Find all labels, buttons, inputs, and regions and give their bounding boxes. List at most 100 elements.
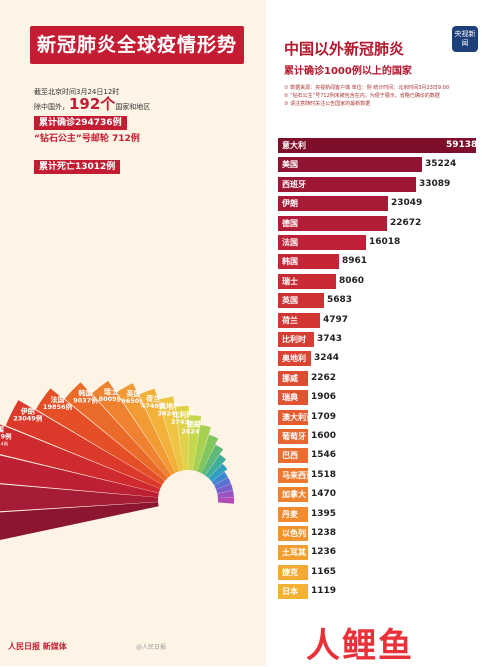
radial-wedge bbox=[188, 415, 202, 471]
bar-row: 土耳其 1236 bbox=[278, 545, 476, 561]
bar-value-label: 2262 bbox=[311, 372, 337, 383]
bar bbox=[278, 254, 339, 270]
wedge-name-label: 伊朗 bbox=[20, 407, 35, 416]
bar-value-label: 1165 bbox=[311, 566, 337, 577]
bar-value-label: 3244 bbox=[314, 353, 340, 364]
bar-row: 挪威 2262 bbox=[278, 370, 476, 386]
note-3: ③ 请注意随时关注公告国家的最新数据 bbox=[284, 101, 371, 107]
radial-wedge bbox=[0, 455, 159, 498]
people-daily-logo: 人民日报 新媒体 bbox=[8, 642, 67, 651]
countries-suffix: 国家和地区 bbox=[115, 103, 151, 111]
left-title-banner: 新冠肺炎全球疫情形势 bbox=[30, 26, 244, 64]
bar-value-label: 33089 bbox=[419, 178, 451, 189]
bar-value-label: 1236 bbox=[311, 547, 337, 558]
countries-num: 192个 bbox=[69, 95, 116, 113]
bar-row: 法国 16018 bbox=[278, 235, 476, 250]
bar-value-label: 22672 bbox=[390, 217, 422, 228]
watermark: 人鲤鱼 bbox=[306, 626, 414, 666]
bar-category-label: 法国 bbox=[282, 238, 298, 247]
left-title: 新冠肺炎全球疫情形势 bbox=[36, 34, 237, 56]
radial-hub bbox=[160, 472, 216, 528]
bar bbox=[278, 312, 320, 328]
radial-wedge bbox=[208, 463, 228, 482]
bar bbox=[278, 293, 324, 309]
bar-row: 捷克 1165 bbox=[278, 564, 476, 580]
bar-row: 奥地利 3244 bbox=[278, 351, 476, 367]
bar-value-label: 8961 bbox=[342, 256, 368, 267]
bar-category-label: 德国 bbox=[282, 218, 298, 228]
bar-row: 瑞士 8060 bbox=[278, 273, 476, 289]
bar-value-label: 1395 bbox=[311, 508, 337, 519]
global-situation-panel: 新冠肺炎全球疫情形势 截至北京时间3月24日12时 除中国外，192个国家和地区… bbox=[0, 0, 266, 666]
note-1: ① 数据来源：央视新闻客户端 单位：例 统计时间：北京时间3月23日9:00 bbox=[284, 85, 450, 91]
wedge-name-label: 挪威 bbox=[187, 420, 201, 429]
bar bbox=[278, 448, 308, 464]
wedge-cases-label: 9037例 bbox=[73, 396, 98, 405]
bar-value-label: 1906 bbox=[311, 392, 337, 403]
bar-row: 英国 5683 bbox=[278, 293, 476, 309]
bar-category-label: 挪威 bbox=[282, 373, 298, 383]
wedge-name-label: 奥地利 bbox=[159, 401, 180, 410]
bar bbox=[278, 487, 308, 503]
countries-prefix: 除中国外， bbox=[34, 103, 69, 111]
wedge-cases-label: 4749例 bbox=[141, 401, 166, 410]
wedge-cases-label: 2624例 bbox=[181, 427, 206, 436]
bar bbox=[278, 506, 308, 522]
bar bbox=[278, 564, 308, 580]
bar bbox=[278, 545, 308, 561]
bar-row: 澳大利亚 1709 bbox=[278, 409, 476, 425]
bar-value-label: 1119 bbox=[311, 586, 337, 597]
bar bbox=[278, 409, 308, 425]
bar-category-label: 西班牙 bbox=[282, 179, 306, 189]
bar-row: 马来西亚 1518 bbox=[278, 467, 476, 483]
bar-row: 伊朗 23049 bbox=[278, 196, 476, 212]
bar-category-label: 美国 bbox=[282, 160, 298, 170]
bar-value-label: 1709 bbox=[311, 411, 337, 422]
bar-row: 意大利 59138 bbox=[278, 138, 478, 153]
radial-wedge bbox=[116, 383, 176, 475]
bar-value-label: 59138 bbox=[446, 140, 478, 150]
bar bbox=[278, 390, 308, 406]
wedge-cases-label: 26729例 bbox=[0, 432, 12, 441]
cumulative-badge: 累计确诊294736例 bbox=[34, 116, 127, 130]
bar-category-label: 英国 bbox=[282, 296, 298, 306]
wedge-name-label: 韩国 bbox=[78, 389, 92, 398]
radial-wedge bbox=[205, 454, 227, 479]
radial-wedge bbox=[5, 400, 163, 489]
bar-value-label: 1600 bbox=[311, 431, 337, 441]
wedge-cases-label: 8009例 bbox=[99, 394, 124, 403]
summary-block: 截至北京时间3月24日12时 除中国外，192个国家和地区 累计确诊294736… bbox=[34, 86, 150, 174]
radial-wedge bbox=[192, 424, 212, 472]
bar bbox=[278, 273, 336, 289]
note-2: ② “钻石公主”号712例未被包含在内，为便于展示，省略已确诊的数据 bbox=[284, 93, 440, 99]
bar-row: 瑞典 1906 bbox=[278, 390, 476, 406]
bar-row: 巴西 1546 bbox=[278, 448, 476, 464]
bar bbox=[278, 467, 308, 483]
bar-category-label: 韩国 bbox=[282, 257, 298, 267]
bar-category-label: 以色列 bbox=[282, 529, 306, 538]
bar-value-label: 4797 bbox=[323, 314, 349, 325]
wedge-cases-label: 6650例 bbox=[121, 396, 146, 405]
chart-notes: ① 数据来源：央视新闻客户端 单位：例 统计时间：北京时间3月23日9:00 ②… bbox=[284, 84, 474, 108]
wedge-name-label: 德国 bbox=[0, 425, 4, 434]
bar-row: 加拿大 1470 bbox=[278, 487, 476, 503]
bar-category-label: 捷克 bbox=[282, 567, 298, 577]
bar-category-label: 葡萄牙 bbox=[282, 432, 306, 441]
bar-value-label: 1546 bbox=[311, 450, 337, 461]
bar-value-label: 1470 bbox=[311, 489, 337, 500]
bar-value-label: 16018 bbox=[369, 237, 401, 247]
diamond-princess-text: “钻石公主”号邮轮 712例 bbox=[34, 134, 140, 144]
bar-chart-panel: 中国以外新冠肺炎 累计确诊1000例以上的国家 ① 数据来源：央视新闻客户端 单… bbox=[266, 0, 482, 666]
bar-row: 日本 1119 bbox=[278, 584, 476, 600]
bar-category-label: 加拿大 bbox=[282, 490, 306, 500]
radial-wedge bbox=[175, 405, 189, 471]
bar bbox=[278, 351, 311, 367]
radial-wedge bbox=[214, 477, 231, 490]
wedge-name-label: 法国 bbox=[51, 395, 65, 404]
radial-wedge bbox=[197, 434, 219, 474]
bar-row: 比利时 3743 bbox=[278, 332, 476, 347]
wedge-cases-label: 3924例 bbox=[157, 408, 182, 417]
source-handle: @人民日报 bbox=[136, 644, 167, 651]
wedge-cases-label: 23049例 bbox=[13, 414, 43, 423]
bar-row: 荷兰 4797 bbox=[278, 312, 476, 328]
